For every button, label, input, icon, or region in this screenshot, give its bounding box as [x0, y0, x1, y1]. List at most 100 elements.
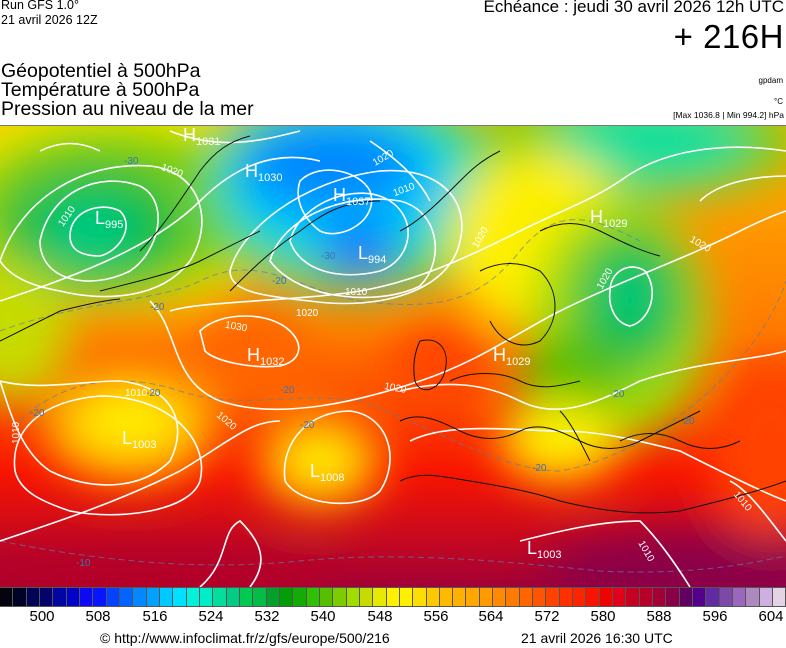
colorbar-tick-label: 604 — [758, 608, 784, 625]
colorbar-cell — [346, 587, 360, 607]
colorbar-tick-label: 516 — [142, 608, 168, 625]
colorbar-cell — [293, 587, 307, 607]
colorbar-cell — [466, 587, 480, 607]
temperature-field — [0, 126, 786, 588]
colorbar-cell — [546, 587, 560, 607]
weather-map[interactable]: H1031 H1030 H1037 L994 L995 H1029 H1032 … — [0, 125, 786, 588]
colorbar-cell — [0, 587, 14, 607]
colorbar — [0, 587, 786, 607]
colorbar-tick-label: 588 — [646, 608, 672, 625]
colorbar-cell — [39, 587, 54, 607]
colorbar-cell — [93, 587, 107, 607]
source-url[interactable]: © http://www.infoclimat.fr/z/gfs/europe/… — [100, 630, 390, 646]
svg-text:-30: -30 — [321, 251, 336, 262]
colorbar-tick-label: 532 — [254, 608, 280, 625]
run-info: Run GFS 1.0° 21 avril 2026 12Z — [1, 0, 98, 28]
isobars — [0, 130, 786, 588]
run-model: Run GFS 1.0° — [1, 0, 79, 12]
colorbar-cell — [333, 587, 347, 607]
colorbar-cell — [53, 587, 67, 607]
colorbar-cell — [706, 587, 720, 607]
colorbar-cell — [239, 587, 254, 607]
colorbar-cell — [493, 587, 507, 607]
colorbar-cell — [133, 587, 147, 607]
generated-timestamp: 21 avril 2026 16:30 UTC — [521, 630, 673, 646]
colorbar-tick-label: 556 — [423, 608, 449, 625]
colorbar-cell — [79, 587, 94, 607]
colorbar-tick-label: 540 — [310, 608, 336, 625]
colorbar-cell — [599, 587, 614, 607]
colorbar-cell — [106, 587, 120, 607]
svg-text:-20: -20 — [146, 388, 161, 399]
svg-text:-20: -20 — [610, 389, 625, 400]
svg-text:-20: -20 — [680, 416, 695, 427]
colorbar-cell — [533, 587, 547, 607]
colorbar-cell — [759, 587, 774, 607]
colorbar-cell — [146, 587, 160, 607]
svg-text:1010: 1010 — [11, 421, 22, 444]
map-canvas: H1031 H1030 H1037 L994 L995 H1029 H1032 … — [0, 125, 786, 588]
colorbar-cell — [479, 587, 494, 607]
colorbar-tick-label: 572 — [534, 608, 560, 625]
colorbar-cell — [586, 587, 600, 607]
svg-text:-20: -20 — [150, 302, 165, 313]
svg-text:1010: 1010 — [125, 388, 148, 399]
colorbar-cell — [506, 587, 520, 607]
coastlines — [0, 135, 786, 514]
svg-text:-30: -30 — [124, 156, 139, 167]
colorbar-cell — [426, 587, 440, 607]
colorbar-cell — [386, 587, 400, 607]
colorbar-cell — [399, 587, 414, 607]
colorbar-cell — [666, 587, 680, 607]
colorbar-cell — [453, 587, 467, 607]
colorbar-cell — [693, 587, 707, 607]
colorbar-tick-label: 580 — [590, 608, 616, 625]
temperature-isotherms — [0, 219, 786, 573]
svg-text:-20: -20 — [300, 420, 315, 431]
colorbar-cell — [159, 587, 174, 607]
colorbar-cell — [653, 587, 667, 607]
svg-text:-20: -20 — [30, 408, 45, 419]
colorbar-cell — [173, 587, 187, 607]
colorbar-cell — [199, 587, 214, 607]
colorbar-tick-label: 596 — [702, 608, 728, 625]
colorbar-cell — [373, 587, 387, 607]
colorbar-cell — [359, 587, 374, 607]
title-geopotential: Géopotentiel à 500hPa — [1, 60, 201, 82]
map-titles: Géopotentiel à 500hPa Température à 500h… — [1, 60, 254, 119]
colorbar-cell — [26, 587, 40, 607]
colorbar-cell — [13, 587, 27, 607]
temperature-labels: -30 -30 -20 -20 -20 -20 -20 -20 -20 -20 … — [30, 156, 695, 569]
colorbar-cell — [279, 587, 294, 607]
forecast-valid-time: Echéance : jeudi 30 avril 2026 12h UTC — [483, 0, 784, 16]
colorbar-tick-label: 524 — [198, 608, 224, 625]
svg-text:1020: 1020 — [296, 308, 319, 319]
colorbar-cell — [773, 587, 786, 607]
colorbar-tick-label: 564 — [478, 608, 504, 625]
colorbar-cell — [746, 587, 760, 607]
colorbar-cell — [573, 587, 587, 607]
unit-temperature: °C — [774, 97, 783, 106]
unit-geopotential: gpdam — [758, 76, 783, 85]
title-temperature: Température à 500hPa — [1, 79, 200, 101]
colorbar-cell — [626, 587, 640, 607]
svg-text:1030: 1030 — [224, 320, 248, 335]
svg-text:-20: -20 — [272, 276, 287, 287]
svg-text:-10: -10 — [76, 558, 91, 569]
colorbar-tick-label: 548 — [367, 608, 393, 625]
svg-text:1020: 1020 — [383, 381, 407, 396]
pressure-range: [Max 1036.8 | Min 994.2] hPa — [673, 110, 784, 120]
colorbar-cell — [186, 587, 200, 607]
colorbar-tick-label: 500 — [29, 608, 55, 625]
colorbar-cell — [413, 587, 427, 607]
svg-text:-20: -20 — [280, 385, 295, 396]
colorbar-cell — [519, 587, 534, 607]
colorbar-cell — [559, 587, 574, 607]
colorbar-ticks: 500 508 516 524 532 540 548 556 564 572 580 588 596 6… — [0, 608, 786, 628]
colorbar-cell — [253, 587, 267, 607]
colorbar-cell — [66, 587, 80, 607]
colorbar-cell — [319, 587, 334, 607]
colorbar-cell — [439, 587, 454, 607]
colorbar-cell — [679, 587, 694, 607]
lead-time: + 216H — [673, 18, 784, 55]
